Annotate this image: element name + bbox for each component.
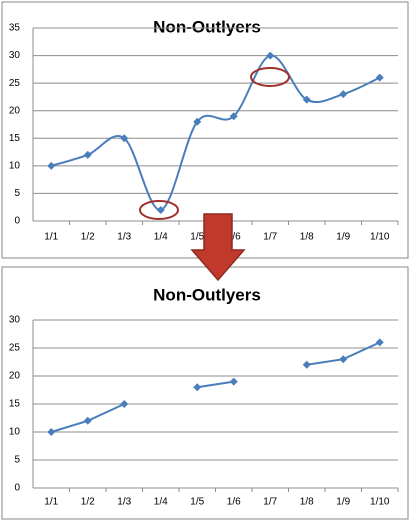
y-tick-label: 10	[9, 427, 21, 438]
x-tick-label: 1/8	[300, 497, 314, 508]
x-tick-label: 1/3	[117, 232, 131, 243]
marker	[302, 360, 311, 369]
marker	[193, 117, 202, 126]
x-tick-label: 1/9	[336, 497, 350, 508]
marker	[339, 355, 348, 364]
marker	[229, 112, 238, 121]
marker	[83, 150, 92, 159]
marker	[302, 95, 311, 104]
x-tick-label: 1/8	[300, 232, 314, 243]
x-tick-label: 1/5	[190, 232, 204, 243]
marker	[156, 205, 165, 214]
y-tick-label: 15	[9, 133, 21, 144]
y-tick-label: 20	[9, 105, 21, 116]
y-tick-label: 30	[9, 315, 21, 326]
x-tick-label: 1/1	[44, 232, 58, 243]
y-tick-label: 25	[9, 78, 21, 89]
marker	[229, 377, 238, 386]
x-tick-label: 1/10	[370, 232, 390, 243]
series-line	[197, 380, 234, 389]
x-tick-label: 1/9	[336, 232, 350, 243]
outlier-circle	[250, 67, 290, 87]
y-tick-label: 35	[9, 23, 21, 34]
x-tick-label: 1/4	[154, 232, 168, 243]
x-tick-label: 1/7	[263, 232, 277, 243]
marker	[339, 90, 348, 99]
x-tick-label: 1/2	[81, 497, 95, 508]
x-tick-label: 1/4	[154, 497, 168, 508]
x-tick-label: 1/10	[370, 497, 390, 508]
series-line	[50, 54, 381, 211]
x-tick-label: 1/7	[263, 497, 277, 508]
y-tick-label: 25	[9, 343, 21, 354]
chart-title: Non-Outlyers	[153, 17, 261, 36]
marker	[47, 161, 56, 170]
marker	[120, 134, 129, 143]
marker	[47, 428, 56, 436]
chart-title: Non-Outlyers	[153, 285, 261, 304]
chart-1: Non-Outlyers 0 5 10 15 20 25 30 1/1 1/2 1/3 1/4 1/5 1…	[9, 285, 399, 508]
chart-frame	[1, 266, 409, 520]
y-tick-label: 0	[14, 483, 20, 494]
y-tick-label: 20	[9, 371, 21, 382]
x-tick-label: 1/2	[81, 232, 95, 243]
marker	[375, 73, 384, 82]
x-tick-label: 1/1	[44, 497, 58, 508]
marker	[193, 383, 202, 392]
y-tick-label: 10	[9, 160, 21, 171]
x-tick-label: 1/6	[227, 232, 241, 243]
x-tick-label: 1/6	[227, 497, 241, 508]
y-tick-label: 15	[9, 399, 21, 410]
marker	[120, 400, 129, 408]
outlier-circle	[139, 200, 179, 220]
y-tick-label: 5	[14, 188, 20, 199]
y-tick-label: 0	[14, 216, 20, 227]
arrow	[190, 213, 246, 282]
chart-0: Non-Outlyers 0 5 10 15 20 25 30 35 1/1 1/2 1/3 1/4 1/…	[9, 17, 399, 243]
x-tick-label: 1/3	[117, 497, 131, 508]
y-tick-label: 30	[9, 50, 21, 61]
marker	[83, 416, 92, 425]
marker	[266, 51, 275, 60]
marker	[375, 338, 384, 347]
y-tick-label: 5	[14, 455, 20, 466]
x-tick-label: 1/5	[190, 497, 204, 508]
